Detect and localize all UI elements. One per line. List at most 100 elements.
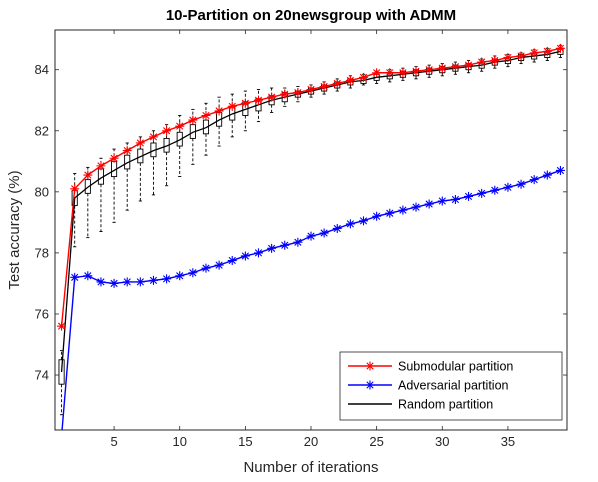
chart-title: 10-Partition on 20newsgroup with ADMM <box>166 7 456 24</box>
x-tick-label: 20 <box>304 434 318 449</box>
ticks-layer: 5 10 15 20 25 30 35 74 76 78 80 82 84 <box>35 30 567 449</box>
adversarial-point <box>332 223 342 233</box>
adversarial-point <box>437 196 447 206</box>
adversarial-point <box>214 260 224 270</box>
submodular-point <box>201 110 211 120</box>
submodular-point <box>267 92 277 102</box>
adversarial-point <box>122 277 132 287</box>
submodular-point <box>280 89 290 99</box>
submodular-point <box>70 184 80 194</box>
adversarial-point <box>83 271 93 281</box>
series-submodular-partition <box>57 43 565 331</box>
adversarial-point <box>240 251 250 261</box>
legend-entry: Submodular partition <box>348 360 513 374</box>
submodular-point <box>175 121 185 131</box>
adversarial-point <box>477 188 487 198</box>
legend: Submodular partition Adversarial partitio… <box>339 351 563 421</box>
adversarial-point <box>490 185 500 195</box>
submodular-point <box>57 321 67 331</box>
adversarial-point <box>188 268 198 278</box>
legend-entry: Adversarial partition <box>348 379 509 393</box>
legend-label: Random partition <box>398 398 493 412</box>
adversarial-point <box>227 256 237 266</box>
submodular-point <box>464 60 474 70</box>
submodular-point <box>306 85 316 95</box>
adversarial-point <box>411 202 421 212</box>
submodular-point <box>477 57 487 67</box>
submodular-point <box>411 66 421 76</box>
x-tick-label: 15 <box>238 434 252 449</box>
y-tick-label: 84 <box>35 62 49 77</box>
submodular-point <box>240 98 250 108</box>
adversarial-point <box>201 263 211 273</box>
submodular-point <box>148 132 158 142</box>
submodular-point <box>188 115 198 125</box>
adversarial-point <box>162 274 172 284</box>
x-axis-label: Number of iterations <box>243 459 378 476</box>
y-tick-label: 80 <box>35 184 49 199</box>
submodular-point <box>227 101 237 111</box>
legend-label: Submodular partition <box>398 360 513 374</box>
submodular-point <box>319 81 329 91</box>
submodular-point <box>345 75 355 85</box>
adversarial-point <box>345 219 355 229</box>
adversarial-point <box>529 175 539 185</box>
x-tick-label: 35 <box>501 434 515 449</box>
adversarial-point <box>109 278 119 288</box>
adversarial-point <box>542 170 552 180</box>
box <box>84 179 91 194</box>
submodular-point <box>372 68 382 78</box>
submodular-point <box>122 146 132 156</box>
adversarial-point <box>464 191 474 201</box>
submodular-point <box>385 68 395 78</box>
adversarial-point <box>398 205 408 215</box>
adversarial-point <box>293 237 303 247</box>
series-layer <box>57 43 565 430</box>
adversarial-point <box>555 165 565 175</box>
adversarial-point <box>175 271 185 281</box>
legend-entry: Random partition <box>348 398 493 412</box>
x-tick-label: 30 <box>435 434 449 449</box>
legend-marker <box>365 380 375 390</box>
submodular-point <box>516 51 526 61</box>
y-tick-label: 78 <box>35 245 49 260</box>
submodular-point <box>490 56 500 66</box>
submodular-point <box>437 63 447 73</box>
submodular-point <box>542 46 552 56</box>
submodular-point <box>450 62 460 72</box>
adversarial-point <box>424 199 434 209</box>
submodular-point <box>293 88 303 98</box>
y-axis-label: Test accuracy (%) <box>6 170 23 289</box>
x-tick-label: 10 <box>172 434 186 449</box>
adversarial-point <box>96 277 106 287</box>
submodular-point <box>503 52 513 62</box>
submodular-point <box>83 170 93 180</box>
submodular-point <box>162 126 172 136</box>
adversarial-point <box>503 182 513 192</box>
adversarial-point <box>450 194 460 204</box>
adversarial-point <box>385 208 395 218</box>
y-tick-label: 74 <box>35 368 49 383</box>
adversarial-point <box>359 216 369 226</box>
adversarial-point <box>135 277 145 287</box>
submodular-point <box>332 78 342 88</box>
adversarial-point <box>70 272 80 282</box>
adversarial-point <box>306 231 316 241</box>
submodular-point <box>214 106 224 116</box>
adversarial-point <box>148 275 158 285</box>
adversarial-point <box>516 179 526 189</box>
y-tick-label: 82 <box>35 123 49 138</box>
legend-label: Adversarial partition <box>398 379 509 393</box>
legend-box <box>339 351 563 421</box>
legend-marker <box>365 361 375 371</box>
submodular-point <box>135 138 145 148</box>
x-tick-label: 25 <box>369 434 383 449</box>
adversarial-point <box>280 240 290 250</box>
submodular-point <box>359 72 369 82</box>
adversarial-point <box>372 211 382 221</box>
y-tick-label: 76 <box>35 306 49 321</box>
submodular-point <box>529 48 539 58</box>
submodular-point <box>253 95 263 105</box>
box <box>58 359 65 385</box>
